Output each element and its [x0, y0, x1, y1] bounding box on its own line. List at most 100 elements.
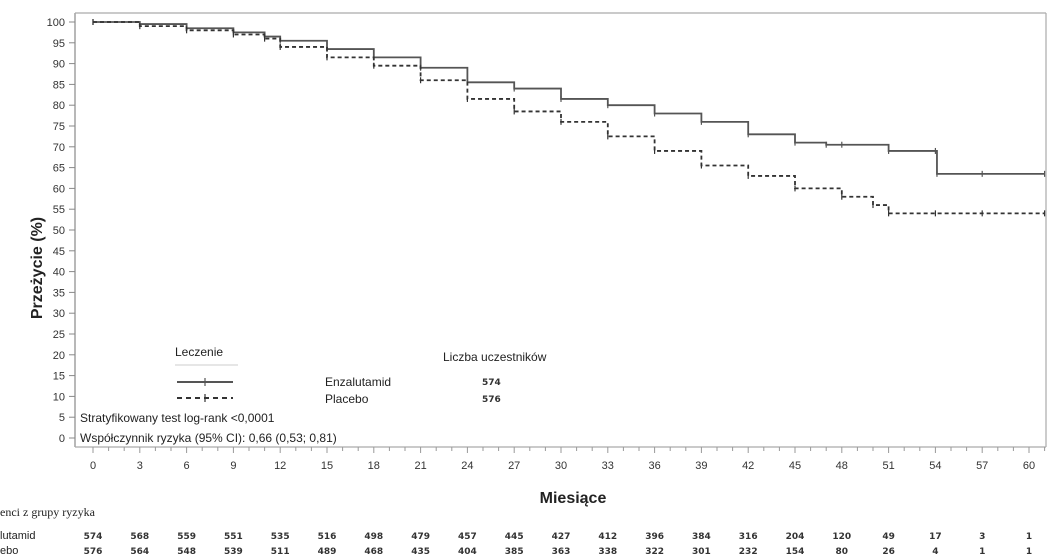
risk-cell: 363: [552, 547, 571, 557]
x-tick-label: 30: [555, 460, 567, 472]
risk-cell: 316: [739, 532, 758, 542]
risk-cell: 301: [692, 547, 711, 557]
x-tick-label: 57: [976, 460, 988, 472]
x-tick-label: 60: [1023, 460, 1035, 472]
x-tick-label: 42: [742, 460, 754, 472]
x-tick-label: 54: [929, 460, 941, 472]
risk-cell: 445: [505, 532, 524, 542]
series-layer: [92, 19, 1046, 217]
y-tick-label: 10: [53, 391, 65, 403]
legend-count-enzalutamid: 574: [482, 378, 501, 388]
x-tick-label: 48: [836, 460, 848, 472]
legend-count-header: Liczba uczestników: [443, 350, 547, 364]
y-tick-label: 5: [59, 412, 65, 424]
logrank-annotation: Stratyfikowany test log-rank <0,0001: [80, 411, 275, 425]
risk-cell: 468: [364, 547, 383, 557]
risk-cell: 551: [224, 532, 243, 542]
y-axis-title: Przeżycie (%): [29, 217, 46, 319]
legend-label-placebo: Placebo: [325, 392, 369, 406]
y-tick-label: 25: [53, 329, 65, 341]
risk-cell: 498: [364, 532, 383, 542]
risk-cell: 516: [318, 532, 337, 542]
x-axis: 0 3 6 9 12 15 18 21 24 27 30 33 36 39 42 45 48 51 54 57 60: [90, 447, 1046, 472]
risk-cell: 384: [692, 532, 711, 542]
y-tick-label: 70: [53, 142, 65, 154]
risk-cell: 232: [739, 547, 758, 557]
risk-cell: 412: [598, 532, 617, 542]
series-placebo: [92, 19, 1046, 217]
risk-cell: 404: [458, 547, 477, 557]
risk-cell: 539: [224, 547, 243, 557]
y-tick-label: 15: [53, 371, 65, 383]
risk-cell: 322: [645, 547, 664, 557]
y-tick-label: 35: [53, 287, 65, 299]
risk-cell: 568: [130, 532, 149, 542]
y-tick-label: 80: [53, 100, 65, 112]
series-line-placebo: [93, 21, 1045, 215]
y-tick-label: 30: [53, 308, 65, 320]
risk-cell: 511: [271, 547, 290, 557]
series-line-enzalutamid: [93, 21, 1045, 175]
x-tick-label: 12: [274, 460, 286, 472]
risk-cell: 1: [1026, 532, 1032, 542]
risk-cell: 535: [271, 532, 290, 542]
x-tick-label: 3: [137, 460, 143, 472]
risk-cell: 564: [130, 547, 149, 557]
x-tick-label: 0: [90, 460, 96, 472]
risk-cell: 385: [505, 547, 524, 557]
risk-cell: 1: [979, 547, 985, 557]
risk-cell: 4: [932, 547, 938, 557]
risk-cell: 26: [882, 547, 895, 557]
risk-cell: 1: [1026, 547, 1032, 557]
risk-cell: 489: [318, 547, 337, 557]
y-tick-label: 20: [53, 350, 65, 362]
risk-cell: 457: [458, 532, 477, 542]
x-tick-label: 24: [461, 460, 473, 472]
risk-cell: 435: [411, 547, 430, 557]
x-tick-label: 33: [602, 460, 614, 472]
legend-count-placebo: 576: [482, 395, 501, 405]
hazard-ratio-annotation: Współczynnik ryzyka (95% CI): 0,66 (0,53…: [80, 431, 337, 445]
risk-cell: 338: [598, 547, 617, 557]
risk-cell: 17: [929, 532, 942, 542]
y-tick-label: 65: [53, 163, 65, 175]
risk-cell: 396: [645, 532, 664, 542]
risk-cell: 80: [836, 547, 849, 557]
y-tick-label: 90: [53, 59, 65, 71]
x-tick-label: 39: [695, 460, 707, 472]
risk-cell: 49: [882, 532, 895, 542]
x-tick-label: 15: [321, 460, 333, 472]
x-axis-title: Miesiące: [540, 490, 607, 507]
y-tick-label: 40: [53, 267, 65, 279]
risk-table-title: enci z grupy ryzyka: [0, 505, 96, 519]
x-tick-label: 21: [414, 460, 426, 472]
y-axis: 0 5 10 15 20 25 30 35 40 45 50 55 60 65 70 75 80 85 90 95 10…: [47, 17, 75, 445]
x-tick-label: 18: [368, 460, 380, 472]
x-tick-label: 45: [789, 460, 801, 472]
y-tick-label: 0: [59, 433, 65, 445]
risk-cell: 574: [84, 532, 103, 542]
risk-cell: 548: [177, 547, 196, 557]
legend: Leczenie Liczba uczestników Enzalutamid …: [175, 345, 547, 406]
x-tick-label: 51: [882, 460, 894, 472]
series-enzalutamid: [92, 19, 1046, 177]
risk-cell: 479: [411, 532, 430, 542]
x-tick-label: 27: [508, 460, 520, 472]
risk-cell: 154: [786, 547, 805, 557]
legend-label-enzalutamid: Enzalutamid: [325, 375, 391, 389]
y-tick-label: 95: [53, 38, 65, 50]
risk-cell: 3: [979, 532, 985, 542]
legend-title: Leczenie: [175, 345, 223, 359]
y-tick-label: 75: [53, 121, 65, 133]
risk-cell: 427: [552, 532, 571, 542]
risk-table: enci z grupy ryzyka lutamid ebo 574 568 55…: [0, 505, 1032, 557]
risk-cell: 559: [177, 532, 196, 542]
y-tick-label: 100: [47, 17, 65, 29]
x-tick-label: 9: [230, 460, 236, 472]
risk-row-name-enzalutamid: lutamid: [0, 530, 35, 542]
y-tick-label: 85: [53, 79, 65, 91]
y-tick-label: 50: [53, 225, 65, 237]
x-tick-label: 36: [648, 460, 660, 472]
y-tick-label: 60: [53, 183, 65, 195]
